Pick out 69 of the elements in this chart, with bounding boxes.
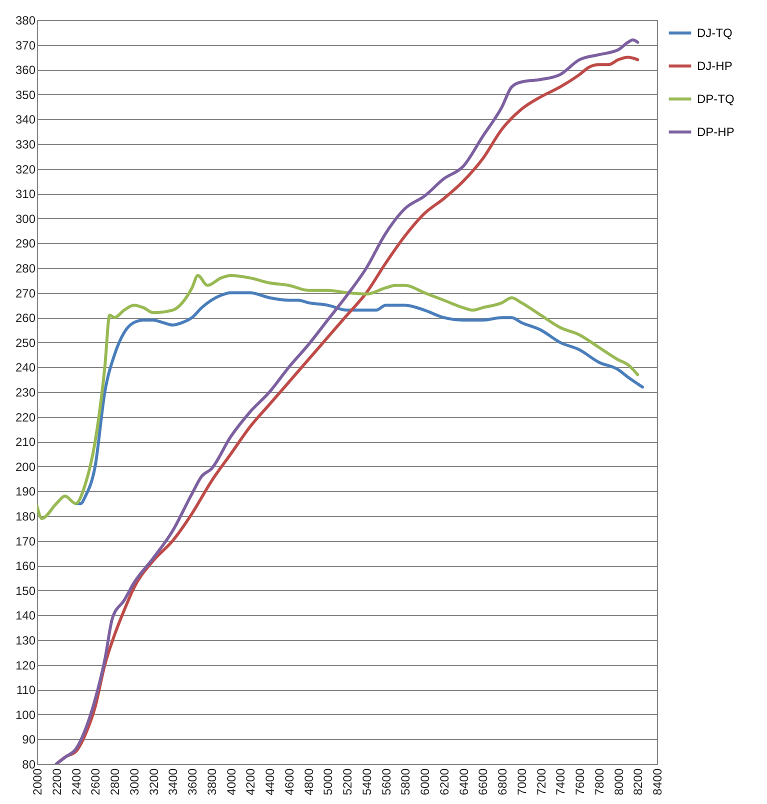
x-tick-label: 5600	[379, 768, 394, 796]
y-tick-label: 210	[15, 435, 36, 450]
legend-label: DJ-TQ	[697, 26, 732, 40]
y-tick-label: 280	[15, 262, 36, 276]
y-tick-label: 150	[15, 584, 36, 598]
legend-label: DP-TQ	[697, 92, 734, 106]
x-tick-label: 8000	[612, 768, 626, 796]
x-tick-label: 3400	[166, 768, 180, 796]
x-tick-label: 3800	[204, 768, 219, 796]
x-tick-label: 8400	[650, 768, 664, 796]
x-tick-label: 2200	[50, 768, 64, 796]
x-tick-label: 6600	[476, 768, 490, 796]
y-tick-label: 170	[15, 534, 36, 548]
y-tick-label: 300	[15, 212, 36, 226]
y-tick-label: 230	[15, 386, 36, 400]
y-tick-label: 380	[15, 14, 36, 28]
x-tick-label: 2400	[69, 768, 84, 796]
y-tick-label: 260	[15, 311, 36, 326]
x-tick-label: 6400	[456, 768, 471, 796]
x-tick-label: 2600	[88, 768, 103, 796]
x-tick-label: 4600	[282, 768, 296, 796]
x-tick-label: 7600	[573, 768, 587, 796]
y-tick-label: 160	[15, 559, 36, 574]
line-series	[37, 274, 640, 520]
y-tick-label: 340	[15, 112, 36, 127]
x-tick-label: 7400	[554, 768, 568, 796]
x-tick-label: 6200	[437, 768, 452, 796]
x-tick-label: 4000	[224, 768, 238, 796]
y-tick-label: 180	[15, 510, 36, 524]
y-tick-label: 120	[15, 658, 36, 672]
legend-label: DP-HP	[697, 125, 734, 139]
y-tick-label: 370	[15, 38, 36, 52]
y-tick-label: 270	[15, 286, 36, 300]
x-tick-label: 2800	[108, 768, 122, 796]
y-tick-label: 220	[15, 410, 36, 424]
x-tick-label: 8200	[631, 768, 646, 796]
x-tick-label: 2000	[30, 768, 44, 796]
y-tick-label: 140	[15, 608, 36, 623]
y-tick-label: 130	[15, 634, 36, 648]
y-tick-label: 110	[16, 683, 36, 698]
x-tick-label: 7800	[592, 768, 606, 796]
y-tick-label: 310	[15, 187, 36, 202]
y-tick-label: 360	[15, 63, 36, 78]
x-tick-label: 5800	[398, 768, 413, 796]
x-tick-label: 7000	[514, 768, 529, 796]
x-tick-label: 5200	[340, 768, 354, 796]
y-tick-label: 330	[15, 138, 36, 152]
x-tick-label: 4400	[263, 768, 277, 796]
y-tick-label: 350	[15, 88, 36, 102]
y-tick-label: 90	[22, 732, 36, 747]
x-tick-label: 4200	[244, 768, 258, 796]
y-tick-label: 290	[15, 236, 36, 251]
x-tick-label: 5400	[360, 768, 374, 796]
y-tick-label: 250	[15, 336, 36, 350]
y-tick-label: 190	[15, 484, 36, 499]
y-tick-label: 200	[15, 460, 36, 474]
x-tick-label: 5000	[321, 768, 336, 796]
legend-label: DJ-HP	[697, 59, 732, 73]
x-tick-label: 7200	[534, 768, 548, 796]
x-tick-label: 3000	[127, 768, 142, 796]
x-tick-label: 6000	[418, 768, 432, 796]
x-tick-label: 4800	[302, 768, 316, 796]
y-tick-label: 100	[15, 708, 36, 722]
y-tick-label: 240	[15, 360, 36, 375]
y-tick-label: 320	[15, 162, 36, 176]
x-tick-label: 6800	[496, 768, 510, 796]
x-tick-label: 3200	[146, 768, 161, 796]
x-tick-label: 3600	[186, 768, 200, 796]
line-series	[74, 291, 644, 506]
